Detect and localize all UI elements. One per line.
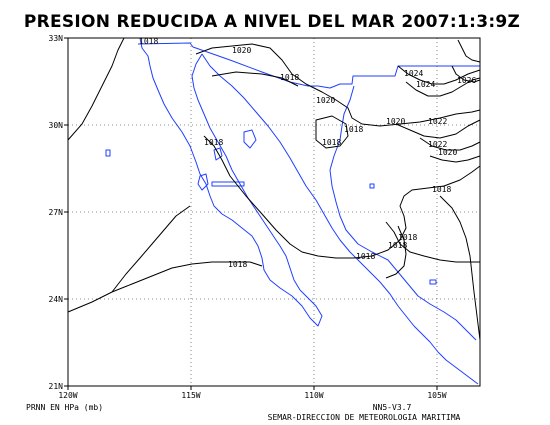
- lon-tick-label: 105W: [427, 391, 446, 400]
- contour-label: 1024: [416, 80, 435, 89]
- map-title: PRESION REDUCIDA A NIVEL DEL MAR 2007:1:…: [24, 12, 520, 32]
- isobar-1024-a: [397, 65, 481, 85]
- isobar-1018-far-east: [457, 39, 481, 63]
- footer-variable: PRNN EN HPa (mb): [26, 403, 103, 412]
- map-panel: 1018 1020 1018 1020 1024 1024 1026 1018 …: [49, 34, 481, 400]
- lat-tick-label: 33N: [49, 34, 64, 43]
- lon-axis: 120W 115W 110W 105W: [58, 386, 447, 400]
- lat-axis: 33N 30N 27N 24N 21N: [49, 34, 68, 391]
- contour-label: 1018: [139, 37, 158, 46]
- island-angel-guarda: [213, 147, 223, 161]
- lon-tick-label: 115W: [181, 391, 200, 400]
- lon-tick-label: 110W: [304, 391, 323, 400]
- border-sonora-chihuahua: [329, 85, 477, 341]
- footer: PRNN EN HPa (mb) NN5-V3.7 SEMAR-DIRECCIO…: [26, 403, 461, 422]
- contour-label: 1020: [386, 117, 405, 126]
- isobar-1018-east: [439, 195, 481, 341]
- islet-revillagigedo: [369, 183, 375, 189]
- isobar-1022: [395, 119, 481, 139]
- map-frame: [67, 37, 481, 387]
- coast-sonora-sinaloa: [201, 53, 479, 385]
- contour-label: 1018: [432, 185, 451, 194]
- isobar-1022-b: [419, 137, 481, 151]
- island-cedros: [197, 173, 209, 191]
- contour-label: 1018: [204, 138, 223, 147]
- contour-label: 1018: [280, 73, 299, 82]
- contour-label: 1018: [388, 241, 407, 250]
- contour-label: 1018: [228, 260, 247, 269]
- isobar-1018-inner: [211, 71, 299, 87]
- isobar-1018-sonora: [385, 221, 480, 263]
- isobar-1018-central: [203, 135, 481, 259]
- contour-label: 1018: [398, 233, 417, 242]
- contour-label: 1018: [344, 125, 363, 134]
- coast-baja-west: [139, 37, 323, 327]
- isobar-1020-north: [195, 43, 481, 127]
- contour-label: 1026: [457, 76, 476, 85]
- contour-label: 1020: [316, 96, 335, 105]
- isobar-1018-southwest: [111, 205, 191, 293]
- isobar-1018-west: [67, 37, 125, 141]
- contour-label: 1018: [322, 138, 341, 147]
- graticule: [68, 38, 480, 386]
- coast-baja-east: [191, 53, 301, 291]
- isobar-1026: [451, 65, 481, 83]
- isobar-1018-loop: [315, 115, 349, 149]
- islet-tres-marias: [429, 279, 437, 285]
- contour-label: 1022: [428, 140, 447, 149]
- border-us-mexico: [137, 42, 480, 89]
- isobar-1018-sierra: [385, 225, 407, 279]
- lat-tick-label: 30N: [49, 121, 64, 130]
- footer-agency: SEMAR-DIRECCION DE METEOROLOGIA MARITIMA: [268, 413, 461, 422]
- contour-label: 1022: [428, 117, 447, 126]
- islet-guadalupe: [105, 149, 111, 157]
- contour-label: 1024: [404, 69, 423, 78]
- contour-labels: 1018 1020 1018 1020 1024 1024 1026 1018 …: [139, 37, 476, 269]
- island-tiburon: [243, 129, 257, 149]
- lat-tick-label: 24N: [49, 295, 64, 304]
- lon-tick-label: 120W: [58, 391, 77, 400]
- isobar-1020-east: [429, 155, 481, 163]
- lat-tick-label: 27N: [49, 208, 64, 217]
- coast-vizcaino: [211, 181, 245, 187]
- contour-label: 1020: [232, 46, 251, 55]
- contour-label: 1018: [356, 252, 375, 261]
- footer-version: NN5-V3.7: [373, 403, 412, 412]
- coastlines: [105, 37, 480, 385]
- contour-label: 1020: [438, 148, 457, 157]
- isobar-1018-south: [67, 261, 263, 313]
- lat-tick-label: 21N: [49, 382, 64, 391]
- isobars: [67, 37, 481, 341]
